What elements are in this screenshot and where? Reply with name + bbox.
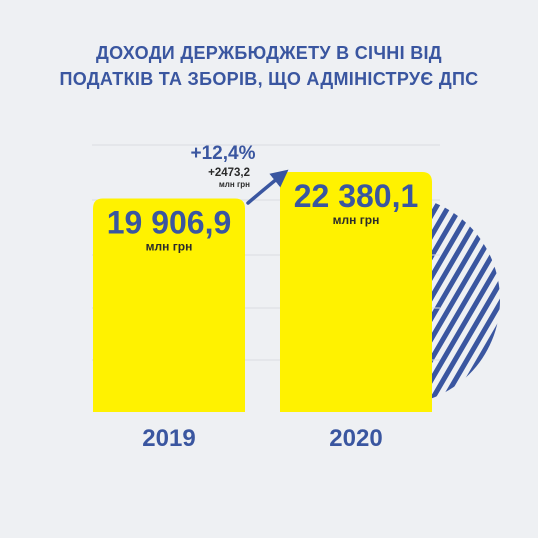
- growth-percent: +12,4%: [191, 143, 256, 164]
- bar-value-label: 22 380,1: [294, 178, 419, 214]
- bar-unit-label: млн грн: [333, 213, 380, 227]
- chart-title-line-2: ПОДАТКІВ ТА ЗБОРІВ, ЩО АДМІНІСТРУЄ ДПС: [59, 69, 479, 89]
- stripe: [516, 180, 538, 420]
- stripe: [417, 195, 500, 405]
- bar: [280, 172, 432, 412]
- stripe: [528, 180, 538, 420]
- bar-value-label: 19 906,9: [107, 205, 232, 241]
- bar: [93, 198, 245, 412]
- growth-absolute: +2473,2: [208, 167, 250, 179]
- stripe: [504, 180, 538, 420]
- bar-unit-label: млн грн: [146, 240, 193, 254]
- chart-title: ДОХОДИ ДЕРЖБЮДЖЕТУ В СІЧНІ ВІД ПОДАТКІВ …: [0, 40, 538, 92]
- growth-arrow: [246, 169, 289, 205]
- stripe: [489, 195, 500, 405]
- chart-title-line-1: ДОХОДИ ДЕРЖБЮДЖЕТУ В СІЧНІ ВІД: [96, 43, 442, 63]
- growth-unit: млн грн: [219, 180, 250, 189]
- category-label: 2020: [329, 425, 382, 452]
- stripe: [429, 195, 500, 405]
- category-label: 2019: [142, 425, 195, 452]
- growth-annotation: +12,4% +2473,2 млн грн: [191, 143, 289, 205]
